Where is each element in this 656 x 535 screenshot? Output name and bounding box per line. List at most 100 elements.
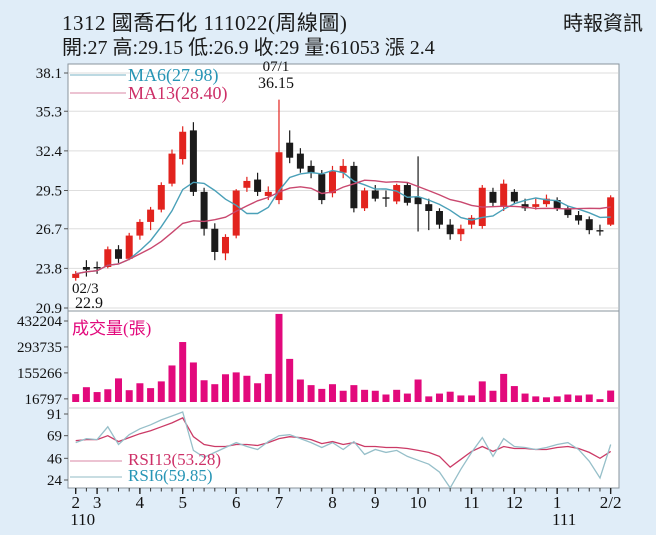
volume-bar — [157, 381, 165, 402]
volume-bar — [254, 383, 262, 402]
volume-bar — [414, 379, 422, 402]
month-label: 4 — [136, 493, 145, 512]
volume-bar — [221, 374, 229, 402]
month-label: 3 — [93, 493, 102, 512]
rsi6-line — [75, 411, 612, 490]
candle-body — [510, 191, 518, 202]
candle-body — [307, 165, 315, 173]
volume-bar — [286, 358, 294, 402]
month-label: 11 — [463, 493, 479, 512]
low-annotation-date: 02/3 — [72, 281, 99, 297]
candle-body — [521, 204, 529, 209]
rsi-tick-label: 24 — [47, 473, 63, 489]
price-axis-labels: 38.1 35.3 32.4 29.5 26.7 23.8 20.9 — [36, 66, 68, 317]
candle-body — [211, 228, 219, 252]
volume-bar — [446, 391, 454, 402]
candle-body — [221, 236, 229, 254]
candle-body — [232, 190, 240, 236]
candle-body — [318, 174, 326, 201]
candle-body — [350, 165, 358, 209]
volume-bar — [468, 395, 476, 402]
candle-body — [425, 204, 433, 211]
volume-bar — [500, 373, 508, 402]
rsi-tick-label: 69 — [47, 429, 62, 445]
candle-body — [414, 197, 422, 205]
rsi-axis-labels: 91 69 46 24 — [47, 407, 68, 489]
month-label: 12 — [506, 493, 523, 512]
candle-body — [286, 142, 294, 158]
price-tick-label: 23.8 — [36, 261, 62, 277]
volume-bar — [232, 372, 240, 402]
candle-body — [93, 267, 101, 269]
candle-body — [489, 191, 497, 203]
volume-bar — [489, 390, 497, 402]
candle-body — [435, 210, 443, 225]
volume-bar — [393, 389, 401, 402]
candle-body — [468, 217, 476, 225]
volume-bar — [596, 399, 604, 402]
rsi6-legend-swatch — [70, 476, 122, 478]
high-annotation-date: 07/1 — [262, 59, 290, 75]
volume-bar — [457, 395, 465, 402]
volume-bar — [478, 381, 486, 402]
candle-body — [585, 219, 593, 231]
volume-bar — [361, 389, 369, 402]
price-tick-label: 20.9 — [36, 301, 62, 317]
volume-bar — [264, 373, 272, 402]
candle-body — [136, 221, 144, 236]
month-label: 5 — [178, 493, 187, 512]
volume-bars — [72, 313, 615, 402]
volume-bar — [371, 390, 379, 402]
month-label: 2 — [71, 493, 80, 512]
year-label: 111 — [552, 510, 576, 529]
ma6-line — [75, 169, 611, 275]
price-tick-label: 26.7 — [36, 222, 63, 238]
candle-body — [168, 153, 176, 184]
volume-bar — [435, 393, 443, 402]
candle-body — [275, 152, 283, 201]
ohlc-quote-line: 開:27 高:29.15 低:26.9 收:29 量:61053 漲 2.4 — [62, 37, 435, 59]
ma13-legend-label: MA13(28.40) — [128, 83, 228, 103]
month-label: 2/2 — [600, 493, 622, 512]
candle-body — [147, 209, 155, 222]
x-axis: 2 3 4 5 6 7 8 9 10 11 12 1 2/2 110 111 — [70, 488, 622, 529]
ma13-legend-swatch — [70, 92, 126, 94]
volume-bar — [82, 387, 90, 402]
candle-body — [564, 208, 572, 216]
high-annotation-value: 36.15 — [258, 75, 294, 92]
volume-bar — [200, 380, 208, 402]
candle-body — [72, 273, 80, 278]
volume-bar — [211, 384, 219, 402]
rsi-tick-label: 91 — [47, 407, 62, 423]
candle-body — [114, 249, 122, 259]
candle-body — [607, 197, 615, 225]
volume-bar — [189, 362, 197, 402]
volume-tick-label: 293735 — [17, 340, 62, 356]
volume-bar — [136, 383, 144, 402]
candle-body — [296, 153, 304, 169]
candle-body — [553, 200, 561, 209]
volume-bar — [72, 394, 80, 402]
candle-body — [243, 180, 251, 188]
chart-panels — [67, 63, 620, 489]
volume-bar — [328, 384, 336, 402]
month-label: 1 — [553, 493, 562, 512]
candle-body — [500, 183, 508, 207]
volume-tick-label: 432204 — [17, 314, 63, 330]
volume-panel-label: 成交量(張) — [72, 319, 152, 338]
candle-body — [575, 215, 583, 221]
price-tick-label: 29.5 — [36, 184, 62, 200]
candle-body — [82, 267, 90, 270]
ma6-legend-label: MA6(27.98) — [128, 65, 219, 85]
volume-bar — [114, 378, 122, 402]
volume-bar — [307, 385, 315, 402]
source-label: 時報資訊 — [563, 13, 643, 35]
volume-bar — [521, 393, 529, 402]
volume-bar — [104, 389, 112, 402]
volume-tick-label: 155266 — [17, 366, 63, 382]
volume-bar — [296, 379, 304, 402]
candle-body — [189, 130, 197, 192]
month-label: 9 — [371, 493, 380, 512]
rsi13-line — [75, 417, 612, 469]
